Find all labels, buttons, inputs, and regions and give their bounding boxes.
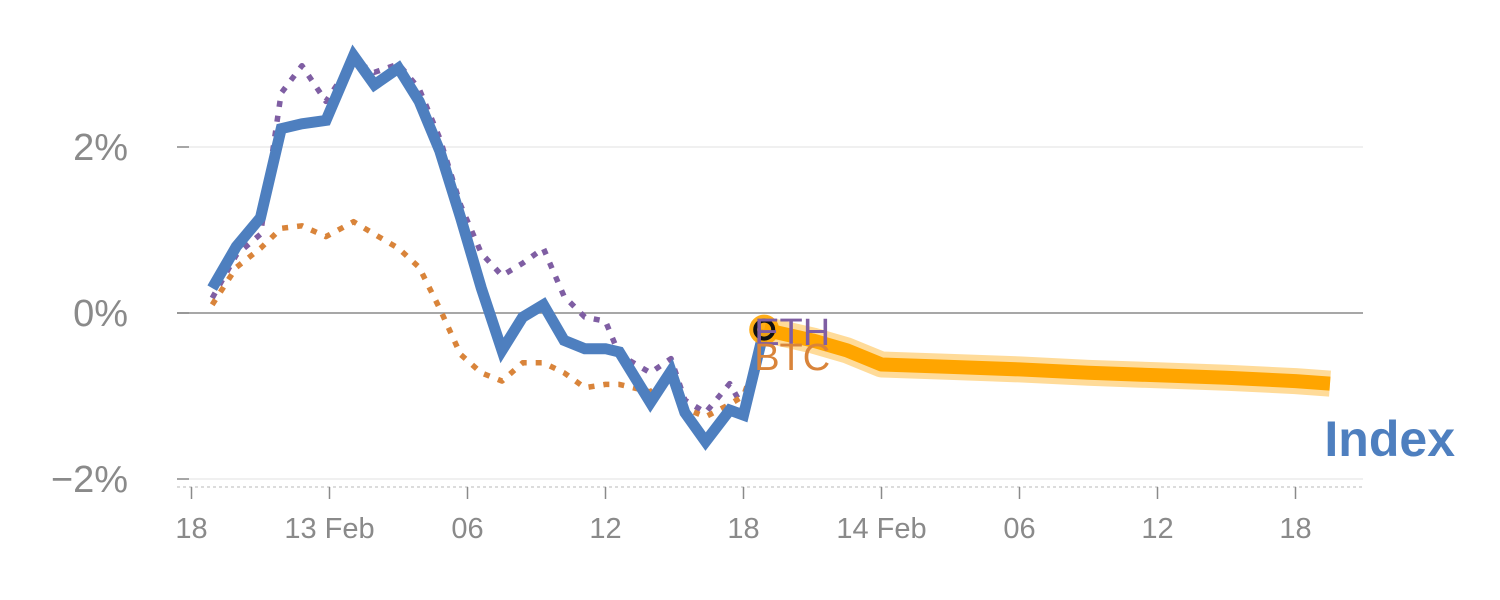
eth-line	[209, 57, 767, 416]
grid-layer	[177, 146, 1363, 480]
forecast-line	[762, 322, 1331, 391]
index-series-label: Index	[1324, 411, 1455, 467]
current-point-marker	[753, 318, 776, 341]
index-line	[207, 44, 770, 451]
x-tick-label: 18	[175, 513, 207, 545]
x-tick-label: 18	[1279, 513, 1311, 545]
x-tick-label: 06	[1003, 513, 1035, 545]
eth-end-label: ETH	[754, 312, 830, 354]
y-tick-label: 0%	[73, 293, 128, 335]
axis-layer: 2% 0% −2% 18 13 Feb 06 12 18 14 Feb 06 12 18	[51, 127, 1363, 545]
x-tick-label: 13 Feb	[284, 513, 374, 545]
y-tick-label: 2%	[73, 127, 128, 169]
x-tick-label: 18	[727, 513, 759, 545]
y-tick-label: −2%	[51, 459, 128, 501]
label-layer: ETH BTC Index	[754, 312, 1455, 467]
btc-end-label: BTC	[754, 337, 830, 379]
x-tick-label: 12	[589, 513, 621, 545]
btc-line	[209, 218, 767, 420]
x-tick-label: 14 Feb	[836, 513, 926, 545]
x-tick-label: 12	[1141, 513, 1173, 545]
x-tick-label: 06	[451, 513, 483, 545]
series-layer	[207, 44, 1331, 451]
